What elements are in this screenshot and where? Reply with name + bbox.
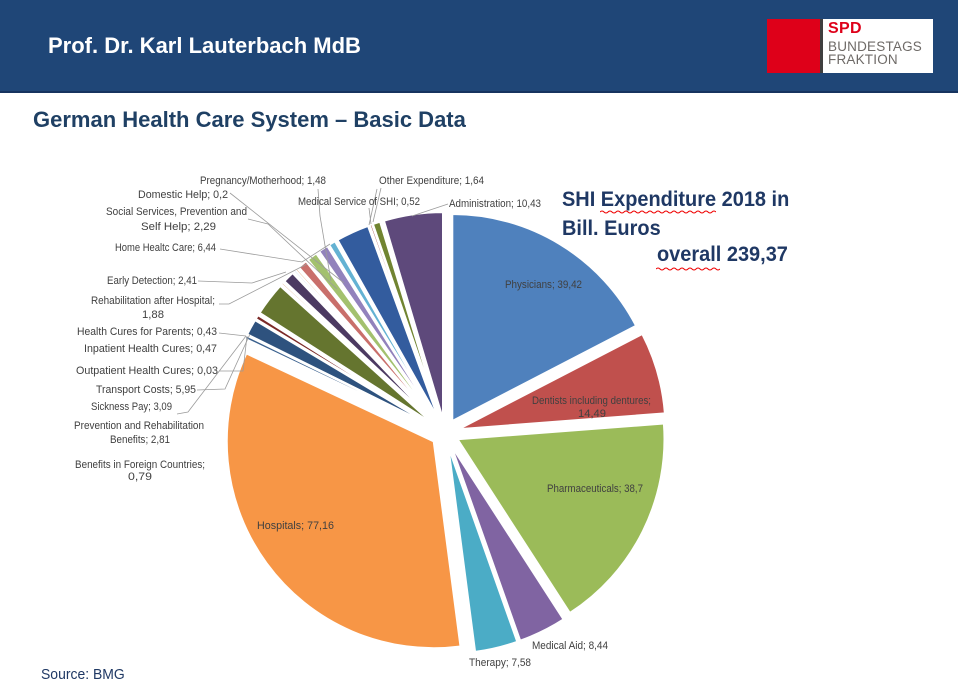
svg-text:Pharmaceuticals; 38,7: Pharmaceuticals; 38,7 xyxy=(547,483,643,495)
svg-text:Transport Costs; 5,95: Transport Costs; 5,95 xyxy=(96,384,196,396)
svg-text:Home Healtc Care; 6,44: Home Healtc Care; 6,44 xyxy=(115,242,216,254)
svg-text:Benefits in Foreign Countries;: Benefits in Foreign Countries; xyxy=(75,459,205,471)
svg-text:Administration; 10,43: Administration; 10,43 xyxy=(449,198,541,210)
svg-text:Domestic Help; 0,2: Domestic Help; 0,2 xyxy=(138,189,228,201)
svg-text:Pregnancy/Motherhood; 1,48: Pregnancy/Motherhood; 1,48 xyxy=(200,175,326,187)
svg-text:Outpatient Health Cures; 0,03: Outpatient Health Cures; 0,03 xyxy=(76,365,218,377)
svg-text:Therapy; 7,58: Therapy; 7,58 xyxy=(469,657,531,669)
svg-text:Hospitals; 77,16: Hospitals; 77,16 xyxy=(257,520,334,532)
svg-text:1,88: 1,88 xyxy=(142,309,164,321)
svg-text:Sickness Pay; 3,09: Sickness Pay; 3,09 xyxy=(91,401,172,413)
svg-text:Other Expenditure; 1,64: Other Expenditure; 1,64 xyxy=(379,175,484,187)
svg-text:Physicians; 39,42: Physicians; 39,42 xyxy=(505,279,582,291)
svg-text:Benefits; 2,81: Benefits; 2,81 xyxy=(110,434,170,446)
svg-text:Medical Aid; 8,44: Medical Aid; 8,44 xyxy=(532,640,608,652)
svg-text:Prevention and Rehabilitation: Prevention and Rehabilitation xyxy=(74,420,204,432)
svg-text:14,49: 14,49 xyxy=(578,408,606,420)
svg-text:0,79: 0,79 xyxy=(128,471,152,483)
svg-text:Social Services, Prevention an: Social Services, Prevention and xyxy=(106,206,247,218)
svg-text:Health Cures for Parents; 0,43: Health Cures for Parents; 0,43 xyxy=(77,326,217,338)
svg-text:Dentists including dentures;: Dentists including dentures; xyxy=(532,395,651,407)
svg-text:Self Help; 2,29: Self Help; 2,29 xyxy=(141,221,216,233)
svg-text:Early Detection; 2,41: Early Detection; 2,41 xyxy=(107,275,197,287)
svg-text:Medical Service of SHI; 0,52: Medical Service of SHI; 0,52 xyxy=(298,196,420,208)
svg-text:Rehabilitation after Hospital;: Rehabilitation after Hospital; xyxy=(91,295,215,307)
svg-text:Inpatient Health Cures; 0,47: Inpatient Health Cures; 0,47 xyxy=(84,343,217,355)
